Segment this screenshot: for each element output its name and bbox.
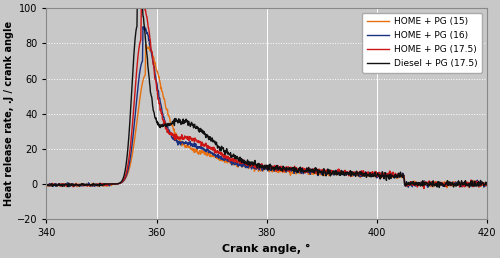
Line: HOME + PG (17.5): HOME + PG (17.5) (46, 1, 486, 189)
HOME + PG (15) (454, 183, 460, 186)
HOME + PG (16) (484, 184, 490, 187)
HOME + PG (15) (444, 186, 450, 189)
HOME + PG (16) (446, 183, 452, 186)
Diesel + PG (17.5) (484, 182, 490, 185)
HOME + PG (16) (424, 186, 430, 189)
Diesel + PG (17.5) (446, 181, 452, 184)
Diesel + PG (17.5) (266, 164, 272, 167)
HOME + PG (17.5) (266, 167, 272, 170)
HOME + PG (15) (214, 156, 220, 159)
HOME + PG (17.5) (484, 184, 490, 187)
HOME + PG (17.5) (454, 183, 460, 187)
HOME + PG (17.5) (44, 183, 50, 186)
Line: Diesel + PG (17.5): Diesel + PG (17.5) (46, 0, 486, 188)
Diesel + PG (17.5) (44, 183, 50, 186)
HOME + PG (16) (266, 166, 272, 169)
Line: HOME + PG (16): HOME + PG (16) (46, 27, 486, 187)
Y-axis label: Heat release rate, .J / crank angle: Heat release rate, .J / crank angle (4, 21, 14, 206)
Legend: HOME + PG (15), HOME + PG (16), HOME + PG (17.5), Diesel + PG (17.5): HOME + PG (15), HOME + PG (16), HOME + P… (362, 13, 482, 72)
HOME + PG (17.5) (446, 181, 452, 184)
HOME + PG (15) (484, 182, 490, 185)
HOME + PG (16) (478, 182, 484, 185)
HOME + PG (17.5) (140, 0, 145, 3)
HOME + PG (16) (44, 183, 50, 186)
HOME + PG (16) (320, 171, 326, 174)
HOME + PG (15) (446, 184, 452, 188)
HOME + PG (16) (454, 181, 460, 184)
HOME + PG (17.5) (214, 151, 220, 154)
Diesel + PG (17.5) (454, 182, 460, 185)
Diesel + PG (17.5) (436, 186, 442, 189)
HOME + PG (17.5) (421, 187, 427, 190)
HOME + PG (15) (478, 184, 484, 187)
X-axis label: Crank angle, °: Crank angle, ° (222, 244, 311, 254)
HOME + PG (16) (140, 25, 146, 28)
HOME + PG (17.5) (320, 170, 326, 173)
Line: HOME + PG (15): HOME + PG (15) (46, 44, 486, 188)
HOME + PG (15) (143, 43, 149, 46)
HOME + PG (15) (266, 168, 272, 171)
HOME + PG (15) (320, 171, 326, 174)
HOME + PG (15) (44, 182, 50, 185)
Diesel + PG (17.5) (478, 181, 484, 184)
Diesel + PG (17.5) (320, 167, 326, 171)
HOME + PG (17.5) (478, 183, 484, 186)
HOME + PG (16) (214, 155, 220, 158)
Diesel + PG (17.5) (214, 145, 220, 148)
